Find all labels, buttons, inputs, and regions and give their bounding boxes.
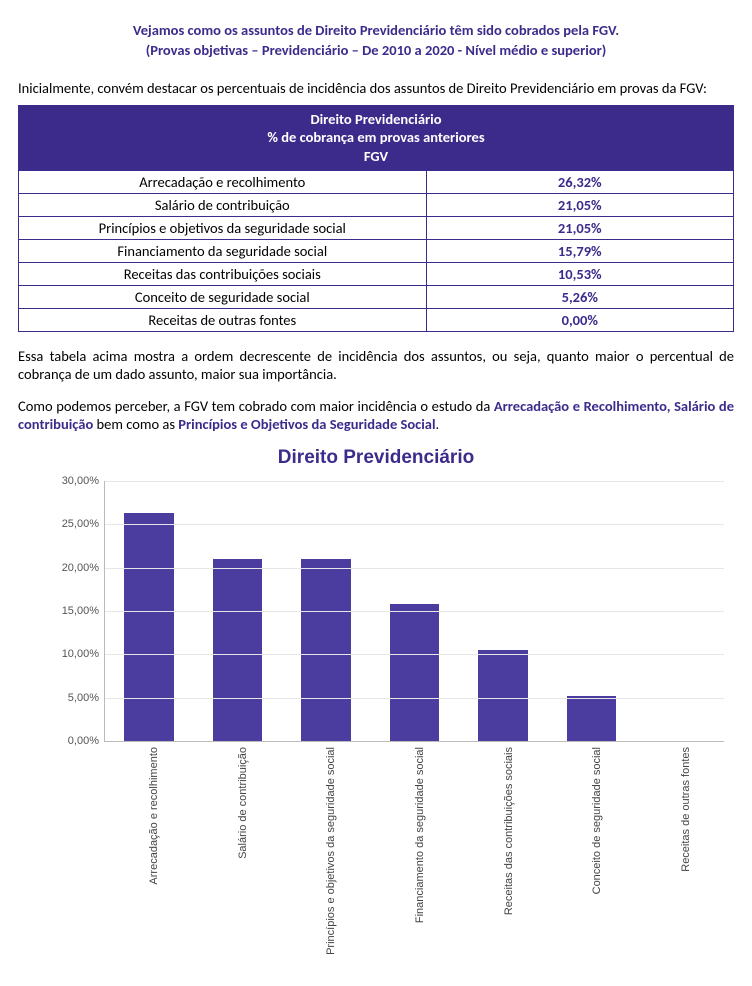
intro-paragraph: Inicialmente, convém destacar os percent… — [18, 79, 734, 97]
chart-y-tick-label: 10,00% — [49, 648, 99, 660]
chart-x-label-slot: Financiamento da seguridade social — [370, 747, 459, 907]
table-header-line-2: % de cobrança em provas anteriores — [267, 128, 484, 146]
table-header: Direito Previdenciário % de cobrança em … — [19, 105, 734, 171]
chart-x-tick-label: Financiamento da seguridade social — [414, 747, 426, 923]
table-cell-pct: 21,05% — [426, 194, 733, 217]
chart-bar — [124, 513, 174, 741]
bar-chart: 0,00%5,00%10,00%15,00%20,00%25,00%30,00%… — [48, 481, 724, 911]
chart-x-tick-label: Arrecadação e recolhimento — [148, 747, 160, 885]
table-cell-topic: Financiamento da seguridade social — [19, 240, 427, 263]
chart-bar — [301, 559, 351, 741]
table-row: Receitas das contribuições sociais10,53% — [19, 263, 734, 286]
title-line-1: Vejamos como os assuntos de Direito Prev… — [133, 21, 619, 39]
table-cell-pct: 0,00% — [426, 309, 733, 332]
table-cell-topic: Arrecadação e recolhimento — [19, 171, 427, 194]
chart-y-tick-label: 30,00% — [49, 475, 99, 487]
table-header-line-1: Direito Previdenciário — [310, 110, 441, 128]
table-cell-pct: 26,32% — [426, 171, 733, 194]
table-header-line-3: FGV — [364, 147, 388, 165]
chart-y-tick-label: 15,00% — [49, 605, 99, 617]
table-row: Receitas de outras fontes0,00% — [19, 309, 734, 332]
chart-x-label-slot: Receitas das contribuições sociais — [458, 747, 547, 907]
chart-x-tick-label: Receitas de outras fontes — [680, 747, 692, 872]
chart-x-tick-label: Princípios e objetivos da seguridade soc… — [325, 747, 337, 955]
chart-title: Direito Previdenciário — [18, 447, 734, 469]
table-row: Salário de contribuição21,05% — [19, 194, 734, 217]
chart-bar — [478, 650, 528, 741]
table-row: Arrecadação e recolhimento26,32% — [19, 171, 734, 194]
chart-bar — [567, 696, 617, 742]
chart-x-label-slot: Conceito de seguridade social — [547, 747, 636, 907]
chart-y-tick-label: 25,00% — [49, 518, 99, 530]
table-cell-topic: Salário de contribuição — [19, 194, 427, 217]
chart-plot-area: 0,00%5,00%10,00%15,00%20,00%25,00%30,00% — [104, 481, 724, 742]
table-cell-topic: Conceito de seguridade social — [19, 286, 427, 309]
explain-paragraph-1: Essa tabela acima mostra a ordem decresc… — [18, 347, 734, 383]
chart-x-tick-label: Salário de contribuição — [237, 747, 249, 859]
para2-pre: Como podemos perceber, a FGV tem cobrado… — [18, 397, 494, 415]
chart-x-labels: Arrecadação e recolhimento Salário de con… — [104, 747, 724, 907]
chart-gridline — [105, 654, 724, 655]
chart-gridline — [105, 481, 724, 482]
chart-y-tick-label: 5,00% — [49, 692, 99, 704]
title-line-2: (Provas objetivas – Previdenciário – De … — [146, 41, 607, 59]
chart-x-tick-label: Receitas das contribuições sociais — [503, 747, 515, 915]
table-cell-topic: Receitas de outras fontes — [19, 309, 427, 332]
para2-mid: bem como as — [93, 415, 178, 433]
chart-y-tick-label: 0,00% — [49, 735, 99, 747]
chart-x-label-slot: Arrecadação e recolhimento — [104, 747, 193, 907]
table-cell-topic: Receitas das contribuições sociais — [19, 263, 427, 286]
explain-paragraph-2: Como podemos perceber, a FGV tem cobrado… — [18, 397, 734, 433]
para2-highlight-2: Princípios e Objetivos da Seguridade Soc… — [178, 415, 435, 433]
table-cell-pct: 21,05% — [426, 217, 733, 240]
chart-x-label-slot: Receitas de outras fontes — [635, 747, 724, 907]
chart-x-label-slot: Salário de contribuição — [193, 747, 282, 907]
chart-gridline — [105, 524, 724, 525]
chart-x-label-slot: Princípios e objetivos da seguridade soc… — [281, 747, 370, 907]
chart-bar — [390, 604, 440, 741]
table-cell-pct: 15,79% — [426, 240, 733, 263]
para2-end: . — [436, 415, 440, 433]
chart-y-tick-label: 20,00% — [49, 562, 99, 574]
table-row: Conceito de seguridade social5,26% — [19, 286, 734, 309]
chart-gridline — [105, 611, 724, 612]
chart-gridline — [105, 698, 724, 699]
incidence-table: Direito Previdenciário % de cobrança em … — [18, 105, 734, 333]
chart-x-tick-label: Conceito de seguridade social — [591, 747, 603, 894]
chart-gridline — [105, 568, 724, 569]
table-cell-topic: Princípios e objetivos da seguridade soc… — [19, 217, 427, 240]
table-row: Princípios e objetivos da seguridade soc… — [19, 217, 734, 240]
table-cell-pct: 5,26% — [426, 286, 733, 309]
table-row: Financiamento da seguridade social15,79% — [19, 240, 734, 263]
table-cell-pct: 10,53% — [426, 263, 733, 286]
chart-bar — [213, 559, 263, 741]
page-title: Vejamos como os assuntos de Direito Prev… — [18, 20, 734, 61]
